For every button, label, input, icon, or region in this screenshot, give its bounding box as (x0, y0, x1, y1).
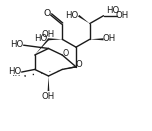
Polygon shape (48, 76, 49, 91)
Polygon shape (35, 39, 49, 55)
Text: OH: OH (102, 34, 116, 43)
Polygon shape (62, 66, 76, 69)
Text: ···: ··· (12, 71, 22, 81)
Text: HO: HO (106, 6, 119, 15)
Text: O: O (43, 9, 50, 18)
Text: O: O (76, 60, 83, 69)
Text: OH: OH (116, 11, 129, 20)
Text: HO: HO (9, 67, 22, 76)
Polygon shape (78, 15, 90, 24)
Text: OH: OH (42, 92, 55, 100)
Text: O: O (63, 50, 69, 58)
Polygon shape (90, 38, 104, 40)
Text: HO: HO (65, 11, 78, 20)
Text: HO: HO (10, 40, 24, 49)
Text: HO: HO (34, 34, 47, 43)
Text: OH: OH (42, 30, 55, 39)
Polygon shape (48, 38, 62, 40)
